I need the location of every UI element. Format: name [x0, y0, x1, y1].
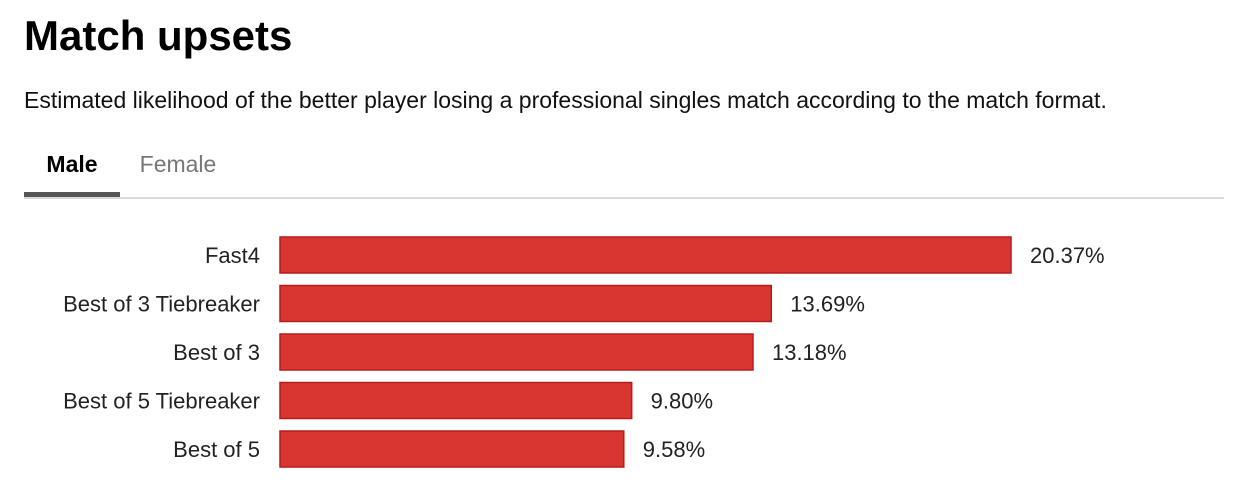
tab-male[interactable]: Male: [24, 140, 120, 197]
bar: [279, 236, 1012, 274]
bar: [279, 333, 754, 371]
bar: [279, 430, 625, 468]
bar: [279, 284, 773, 323]
category-label: Best of 3: [173, 340, 260, 365]
value-label: 13.18%: [772, 340, 847, 365]
upset-bar-chart: Fast4 20.37% Best of 3 Tiebreaker 13.69% Bes…: [63, 236, 1105, 468]
tab-female[interactable]: Female: [139, 151, 217, 177]
category-label: Fast4: [205, 243, 260, 268]
bar: [279, 381, 633, 420]
value-label: 9.80%: [651, 389, 713, 414]
value-label: 9.58%: [643, 437, 705, 462]
chart-title: Match upsets: [24, 12, 293, 59]
category-label: Best of 5 Tiebreaker: [63, 389, 260, 414]
gender-tabs: Male Female: [24, 140, 1224, 199]
value-label: 20.37%: [1030, 243, 1105, 268]
chart-subtitle: Estimated likelihood of the better playe…: [24, 87, 1107, 113]
category-label: Best of 5: [173, 437, 260, 462]
value-label: 13.69%: [790, 292, 865, 317]
category-label: Best of 3 Tiebreaker: [63, 292, 260, 317]
